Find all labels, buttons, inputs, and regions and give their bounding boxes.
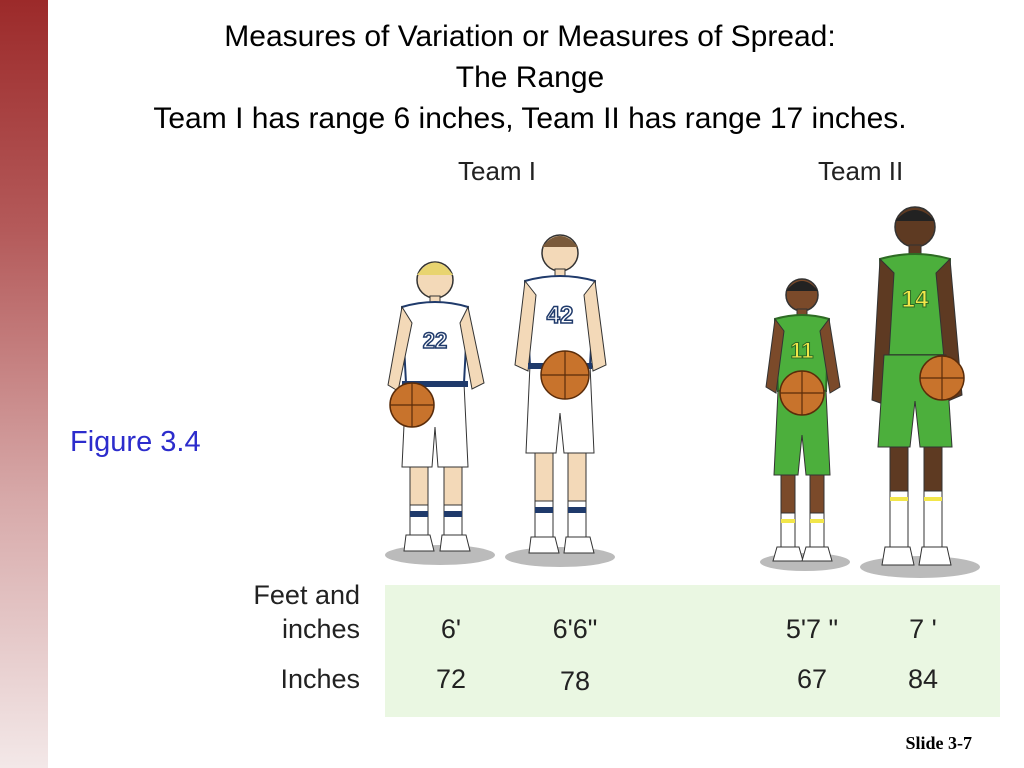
players-illustration: 22 42	[385, 206, 980, 578]
jersey-number: 14	[902, 286, 929, 313]
player-42: 42	[514, 234, 607, 554]
inches-cell-player-11: 67	[796, 664, 828, 694]
jersey-number: 42	[547, 302, 574, 329]
inches-cell-player-22: 72	[435, 664, 467, 694]
height-table	[385, 585, 1000, 717]
feet-cell-player-14: 7 '	[909, 614, 937, 644]
feet-label-line-2: inches	[281, 614, 360, 644]
slide-title: Measures of Variation or Measures of Spr…	[60, 16, 1000, 139]
team-2-title: Team II	[818, 156, 904, 186]
left-accent-bar	[0, 0, 48, 768]
inches-cell-player-42: 78	[559, 666, 591, 696]
feet-and-inches-label: Feet and inches	[230, 578, 360, 646]
player-shadow	[505, 547, 615, 567]
slide-number: Slide 3-7	[905, 733, 972, 753]
jersey-number: 11	[790, 338, 813, 363]
jersey-number: 22	[423, 328, 447, 353]
team-1-title: Team I	[458, 156, 537, 186]
title-line-3: Team I has range 6 inches, Team II has r…	[153, 102, 907, 135]
feet-label-line-1: Feet and	[253, 580, 360, 610]
player-11: 11	[765, 278, 841, 562]
title-line-2: The Range	[455, 61, 605, 94]
feet-cell-player-22: 6'	[440, 614, 462, 644]
player-14: 14	[871, 206, 965, 566]
inches-label: Inches	[280, 664, 360, 694]
inches-cell-player-14: 84	[907, 664, 939, 694]
player-22: 22	[387, 261, 485, 552]
title-line-1: Measures of Variation or Measures of Spr…	[224, 20, 836, 53]
feet-cell-player-42: 6'6"	[552, 614, 598, 644]
figure-label: Figure 3.4	[70, 426, 201, 458]
feet-cell-player-11: 5'7 "	[785, 614, 839, 644]
